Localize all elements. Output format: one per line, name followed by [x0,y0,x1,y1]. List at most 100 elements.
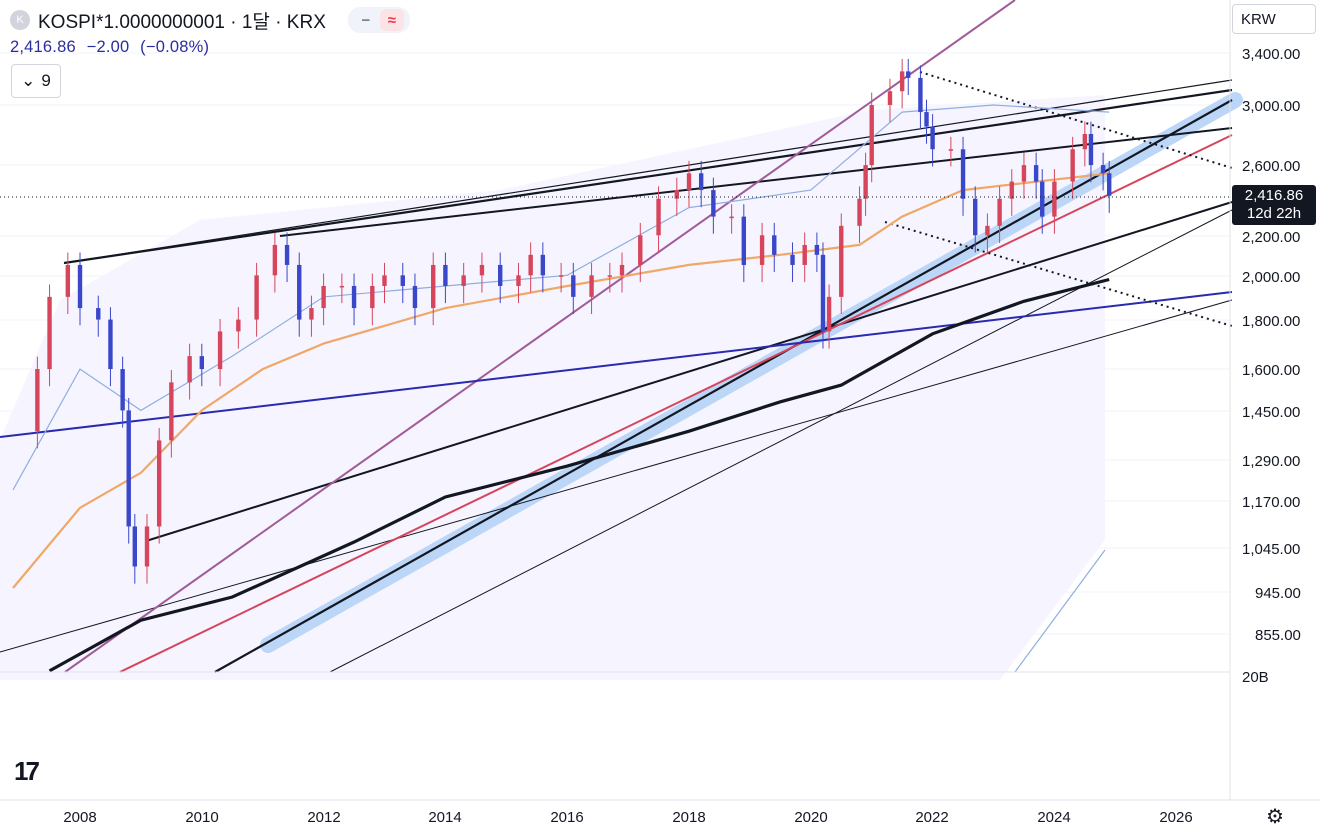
chevron-down-icon: ⌄ [21,71,36,90]
candle-body [479,264,485,276]
candle-body [1088,133,1094,166]
price-tick: 1,290.00 [1242,453,1300,470]
legend-controls[interactable]: − ≈ [347,7,410,33]
candle-body [899,71,905,92]
moving-average-line [48,277,1110,673]
candle-body [607,275,613,277]
candle-body [540,254,546,276]
price-tick: 2,600.00 [1242,158,1300,175]
moving-average-line [12,104,1110,491]
settings-gear-icon[interactable]: ⚙ [1266,806,1284,828]
candle-body [498,264,503,286]
black-upper-1 [63,79,1233,264]
candle-body [65,264,71,297]
extra-blue-thin [1014,549,1106,673]
symbol-logo-icon: K [10,10,30,30]
dotted-upper [919,71,1233,169]
candle-body [169,382,174,441]
candle-body [887,91,893,105]
price-change-pct: (−0.08%) [140,38,210,56]
candle-body [400,275,405,286]
candle-body [309,308,314,320]
symbol-title[interactable]: KOSPI*1.0000000001 · 1달 · KRX [38,11,326,33]
candle-body [443,264,448,286]
candle-body [132,526,138,567]
blue-trend [0,291,1233,438]
candle-body [973,198,978,236]
price-tick: 1,800.00 [1242,313,1300,330]
time-tick: 2018 [672,809,705,826]
candle-body [321,285,326,309]
candle-body [1082,133,1088,150]
time-tick: 2026 [1159,809,1192,826]
moving-averages [12,104,1110,673]
time-axis: 2008 2010 2012 2014 2016 2018 2020 2022 … [63,809,1192,826]
candle-body [589,275,594,297]
candle-body [77,264,83,309]
black-trend-main [214,99,1233,673]
currency-button[interactable]: KRW [1232,4,1316,34]
indicators-collapse-button[interactable]: ⌄ 9 [11,64,61,98]
candle-body [528,254,533,276]
channel-fill [0,95,1105,680]
candle-body [698,173,704,191]
candle-body [96,308,101,320]
candle-body [284,244,290,265]
price-axis: 3,400.00 3,000.00 2,600.00 2,200.00 2,00… [1242,46,1301,686]
tradingview-logo-icon[interactable]: 17 [14,756,40,786]
dotted-lower [884,221,1233,327]
candle-body [869,105,874,166]
candle-body [656,198,661,236]
candle-body [826,296,832,332]
candle-body [370,285,375,309]
candle-body [126,410,131,527]
symbol-legend[interactable]: K KOSPI*1.0000000001 · 1달 · KRX − ≈ [10,6,410,34]
candle-body [948,149,954,151]
time-tick: 2024 [1037,809,1070,826]
minus-icon[interactable]: − [361,11,371,29]
time-tick: 2022 [915,809,948,826]
candle-body [741,216,747,265]
candle-body [382,275,387,286]
candle-body [619,264,625,276]
candle-body [985,225,990,236]
indicator-count: 9 [41,71,51,90]
candle-body [254,275,259,320]
candle-body [1107,173,1112,196]
candle-body [297,264,302,320]
candle-body [461,275,466,286]
time-tick: 2016 [550,809,583,826]
red-trend [119,134,1233,673]
candle-body [120,369,125,411]
candle-body [790,254,795,265]
price-summary: 2,416.86 −2.00 (−0.08%) [10,38,215,57]
candle-body [187,356,192,383]
candle-body [339,285,345,288]
approx-wave-icon[interactable]: ≈ [379,9,404,31]
candle-body [729,216,734,219]
time-tick: 2020 [794,809,827,826]
candle-body [1052,181,1057,217]
candle-body [711,190,716,217]
price-change: −2.00 [86,38,130,56]
candle-body [924,112,929,127]
candle-body [1040,181,1045,217]
price-tick: 1,600.00 [1242,362,1300,379]
candle-body [802,244,807,265]
candle-body [772,235,777,255]
candle-body [759,235,765,265]
candle-body [571,275,576,297]
highlight-trend [260,92,1243,653]
candle-body [997,198,1002,226]
candle-body [638,235,643,265]
volume-tick: 20B [1242,669,1269,686]
candle-body [144,526,150,567]
current-price-tag: 2,416.86 12d 22h [1232,185,1316,225]
candle-body [516,275,521,286]
candle-body [199,356,204,370]
candle-body [236,319,241,332]
price-tick: 2,200.00 [1242,229,1300,246]
candle-body [863,165,868,199]
candle-body [1033,165,1039,182]
